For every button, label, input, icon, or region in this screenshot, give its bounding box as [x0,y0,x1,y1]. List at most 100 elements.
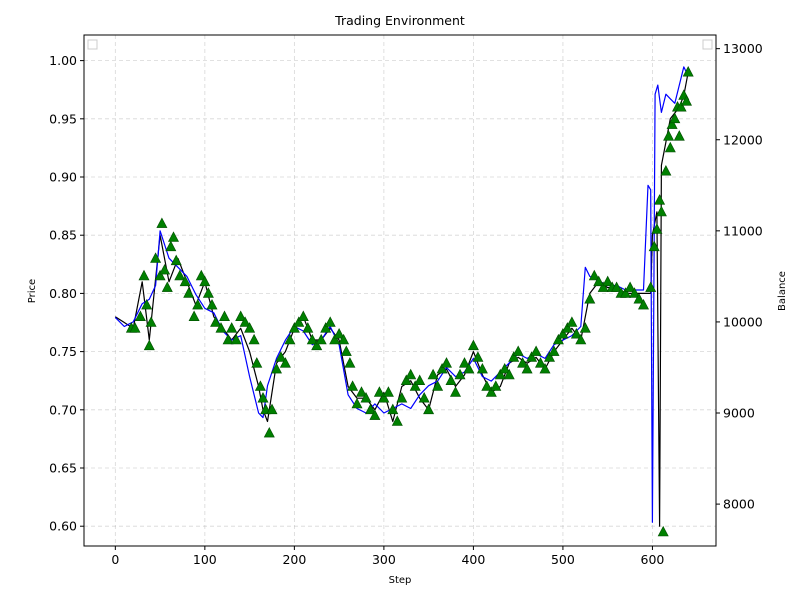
buy-marker [660,165,672,176]
buy-marker [432,380,444,391]
buy-marker [369,409,381,420]
y-tick-label: 0.85 [49,228,77,243]
buy-marker [206,298,218,310]
buy-marker [288,322,300,333]
y-tick-label: 0.95 [49,111,77,126]
buy-marker [210,316,222,327]
buy-marker [503,368,515,380]
x-tick-label: 300 [372,552,396,567]
y-tick-label: 0.60 [49,519,77,534]
y2-axis-label: Balance [777,271,788,311]
buy-marker [566,316,578,327]
buy-marker [271,362,282,374]
buy-marker [512,345,524,356]
buy-marker [633,293,645,304]
buy-marker [409,380,421,391]
buy-marker [517,357,529,368]
buy-marker [347,380,359,391]
buy-marker [188,310,200,322]
buy-marker [663,130,675,141]
buy-marker [530,345,542,356]
buy-marker [396,392,408,403]
x-tick-label: 600 [641,552,665,567]
buy-marker [344,357,356,368]
buy-marker [597,281,609,292]
y-tick-label: 0.80 [49,286,77,301]
buy-marker [199,275,211,287]
buy-marker [239,316,251,327]
x-tick-label: 400 [461,552,485,567]
buy-marker [391,415,403,426]
buy-marker [651,223,663,234]
buy-marker [450,386,461,397]
buy-marker [638,298,649,310]
axes-frame [83,34,717,547]
buy-marker [467,339,479,351]
buy-marker [584,293,596,304]
x-tick-label: 100 [193,552,217,567]
buy-marker [459,357,470,368]
buy-marker [154,269,166,281]
buy-marker [254,380,266,391]
buy-marker [387,403,399,415]
buy-marker [279,357,291,368]
buy-marker [485,386,497,397]
buy-marker [263,426,275,438]
buy-marker [251,357,263,368]
buy-marker [508,351,520,362]
buy-marker [275,351,287,362]
buy-marker [226,322,238,333]
x-tick-label: 0 [111,552,119,567]
buy-marker [168,231,179,242]
buy-marker [333,328,345,339]
y2-tick-label: 12000 [723,132,763,147]
buy-marker [297,310,309,322]
buy-marker [174,269,186,281]
buy-marker [284,333,296,345]
buy-marker [306,333,318,345]
buy-marker [324,316,336,327]
buy-marker [405,368,417,380]
x-tick-label: 500 [551,552,575,567]
buy-marker [159,263,171,275]
buy-marker [138,269,150,281]
buy-marker [351,397,363,409]
buy-marker [463,362,475,374]
buy-marker [611,281,623,292]
buy-marker [257,392,269,403]
buy-marker [179,275,191,287]
buy-marker [654,194,666,205]
buy-marker [620,287,632,298]
buy-markers [125,66,694,537]
buy-marker [141,298,153,310]
buy-marker [675,101,687,112]
y-tick-label: 0.70 [49,402,77,417]
legend-right-empty [702,39,713,50]
buy-marker [311,339,323,351]
y-tick-label: 0.75 [49,344,77,359]
buy-marker [655,205,667,217]
x-axis-label: Step [389,575,412,586]
buy-marker [552,333,564,345]
buy-marker [629,287,640,298]
buy-marker [682,66,694,77]
buy-marker [602,275,614,287]
buy-marker [490,380,502,391]
buy-marker [360,392,372,403]
buy-marker [161,281,173,292]
buy-marker [575,333,587,345]
buy-marker [481,380,493,391]
buy-marker [378,392,390,403]
buy-marker [320,322,332,333]
buy-marker [539,362,551,374]
x-tick-label: 200 [282,552,306,567]
buy-marker [235,310,247,322]
buy-marker [548,345,560,356]
buy-marker [134,310,146,322]
buy-marker [248,333,260,345]
buy-marker [230,333,242,345]
buy-marker [382,386,394,397]
buy-marker [521,362,533,374]
buy-marker [664,141,676,153]
